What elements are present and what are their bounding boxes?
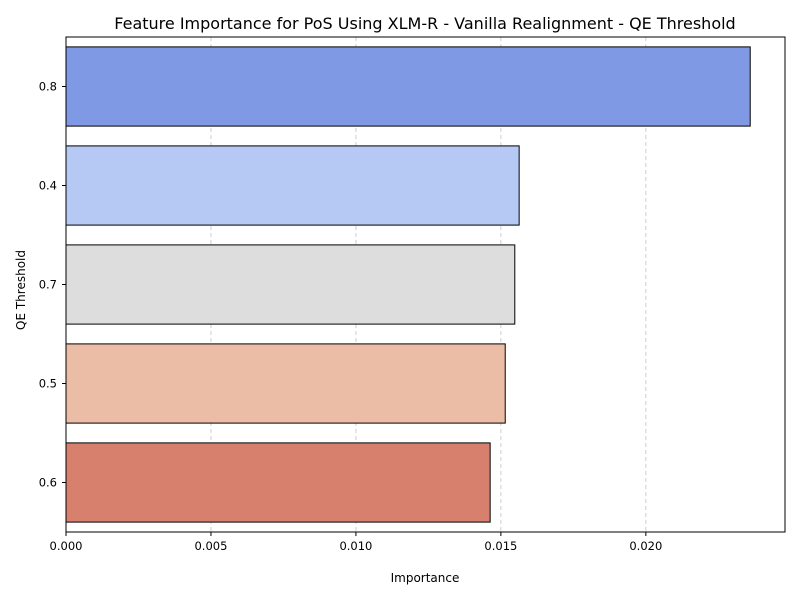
bar-0-6 [65, 442, 491, 523]
bar-0-4 [65, 145, 520, 226]
x-axis-ticks: 0.000 0.005 0.010 0.015 0.020 [50, 532, 662, 553]
y-tick-label: 0.5 [39, 377, 57, 391]
x-axis-label: Importance [391, 571, 460, 585]
chart-title: Feature Importance for PoS Using XLM-R -… [114, 14, 735, 33]
bar-0-8 [65, 46, 751, 127]
y-axis-ticks: 0.8 0.4 0.7 0.5 0.6 [39, 80, 66, 490]
x-tick-label: 0.010 [339, 539, 372, 553]
x-tick-label: 0.020 [629, 539, 662, 553]
y-axis-label: QE Threshold [14, 250, 28, 330]
y-tick-label: 0.4 [39, 179, 57, 193]
bar-0-5 [65, 343, 506, 424]
x-tick-label: 0.000 [50, 539, 83, 553]
x-tick-label: 0.005 [194, 539, 227, 553]
y-tick-label: 0.8 [39, 80, 57, 94]
y-tick-label: 0.6 [39, 476, 57, 490]
bar-0-7 [65, 244, 516, 325]
x-tick-label: 0.015 [484, 539, 517, 553]
y-tick-label: 0.7 [39, 278, 57, 292]
bars-layer [65, 46, 751, 523]
